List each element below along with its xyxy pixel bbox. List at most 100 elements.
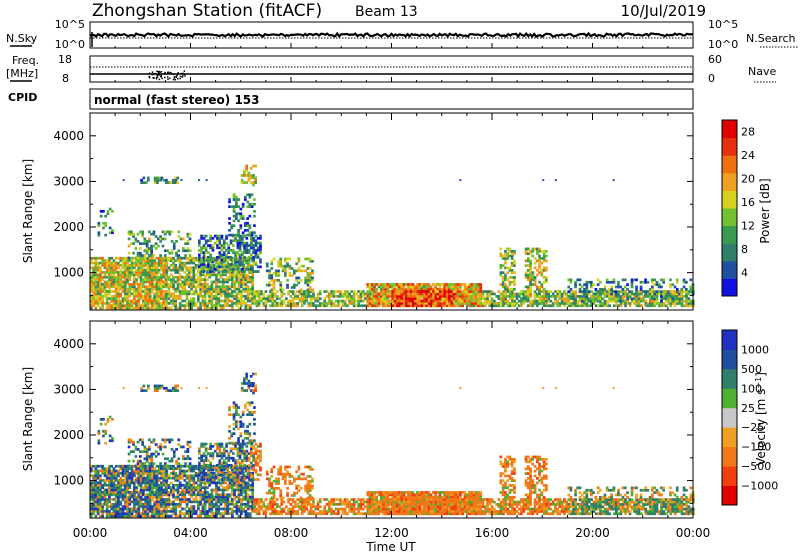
velocity-cell — [162, 514, 166, 518]
power-cell — [377, 283, 381, 286]
power-cell — [427, 302, 431, 305]
power-cell — [249, 174, 253, 177]
power-cell — [373, 297, 376, 300]
power-cell — [178, 266, 182, 270]
velocity-cell — [128, 510, 132, 513]
power-cell — [377, 285, 381, 289]
power-cell — [536, 259, 539, 263]
power-cell — [228, 275, 232, 279]
power-cell — [653, 295, 656, 298]
power-cell — [208, 299, 211, 303]
power-cell — [224, 302, 227, 305]
power-cell — [284, 271, 287, 275]
power-cell — [237, 275, 241, 279]
velocity-cell — [139, 474, 143, 478]
power-cell — [200, 248, 203, 252]
power-cell — [510, 269, 514, 272]
power-cell — [245, 167, 248, 170]
power-cell — [452, 295, 456, 298]
velocity-cell — [135, 481, 138, 485]
power-cell — [99, 292, 102, 296]
power-cell — [123, 278, 127, 281]
power-cell — [153, 273, 156, 277]
freq-dot — [158, 70, 161, 73]
power-cell — [177, 230, 181, 234]
power-cell — [280, 304, 284, 308]
power-cell — [194, 280, 198, 284]
velocity-cell — [160, 472, 163, 475]
power-cell — [499, 247, 503, 251]
power-cell — [210, 283, 214, 286]
power-cell — [545, 278, 548, 282]
power-cell — [569, 295, 573, 298]
power-cell — [384, 295, 388, 298]
power-cell — [241, 244, 244, 247]
power-cell — [139, 259, 143, 262]
power-cell — [251, 285, 254, 289]
power-cell — [526, 252, 530, 256]
power-cell — [540, 295, 544, 298]
power-cell — [155, 287, 159, 291]
power-cell — [445, 295, 449, 298]
power-cell — [171, 181, 175, 184]
power-cell — [651, 285, 654, 289]
power-cell — [409, 283, 412, 286]
power-cell — [375, 295, 379, 298]
power-cell — [605, 278, 609, 282]
power-cell — [139, 268, 143, 272]
power-cell — [192, 290, 196, 293]
velocity-cell — [126, 467, 129, 470]
power-cell — [653, 304, 657, 308]
power-cell — [411, 290, 415, 293]
power-cell — [497, 302, 501, 305]
velocity-cell — [155, 472, 159, 475]
power-cell — [615, 299, 618, 303]
velocity-cell — [160, 510, 163, 513]
freq-dot — [152, 77, 154, 79]
power-cell — [146, 304, 150, 307]
power-cell — [245, 267, 249, 271]
power-cell — [226, 280, 230, 284]
power-cell — [243, 234, 246, 238]
power-cell — [201, 285, 205, 289]
power-cell — [255, 302, 259, 305]
velocity-cell — [110, 474, 114, 478]
power-cell — [201, 287, 205, 291]
power-cell — [237, 229, 240, 232]
power-cell — [167, 283, 171, 286]
power-cell — [204, 246, 208, 250]
power-cell — [506, 285, 509, 289]
power-cell — [662, 295, 666, 298]
power-cell — [101, 285, 104, 289]
power-cell — [463, 297, 467, 300]
power-colorbar-swatch — [722, 278, 737, 297]
power-cell — [252, 251, 255, 254]
power-cell — [583, 297, 587, 300]
power-cell — [176, 275, 180, 279]
power-cell — [176, 297, 180, 300]
power-cell — [256, 265, 260, 269]
power-cell — [452, 304, 456, 308]
power-cell — [192, 302, 196, 305]
power-cell — [172, 297, 175, 300]
power-cell — [160, 256, 163, 260]
power-cell — [484, 290, 487, 293]
power-cell — [343, 292, 347, 296]
velocity-cell — [151, 481, 154, 485]
power-cell — [520, 297, 523, 300]
power-cell — [307, 290, 311, 293]
power-cell — [341, 292, 345, 296]
power-cell — [246, 266, 250, 270]
power-cell — [330, 299, 333, 303]
power-cell — [517, 304, 521, 308]
power-cell — [603, 285, 607, 289]
power-cell — [110, 297, 114, 300]
power-cell — [144, 299, 147, 303]
power-cell — [262, 297, 266, 300]
power-cell — [420, 283, 424, 286]
power-cell — [227, 263, 231, 266]
power-cell — [97, 224, 101, 227]
velocity-cell — [142, 507, 145, 511]
power-cell — [612, 290, 616, 294]
power-cell — [252, 248, 255, 252]
